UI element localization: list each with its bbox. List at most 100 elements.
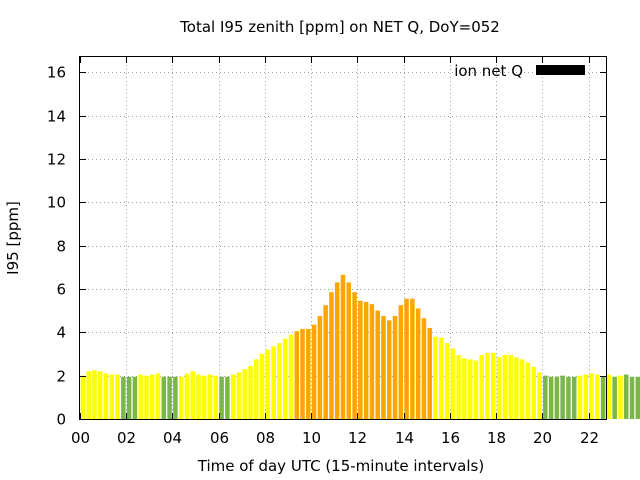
y-tick-label: 10: [47, 194, 66, 212]
bar: [589, 373, 594, 419]
bar: [167, 376, 172, 419]
bar: [346, 282, 352, 419]
bar: [178, 376, 184, 419]
y-tick-label: 14: [47, 108, 66, 126]
bar: [300, 329, 305, 419]
bar: [317, 316, 323, 419]
bar: [381, 316, 386, 419]
bar: [363, 301, 369, 419]
bar: [508, 355, 513, 419]
y-axis-label: I95 [ppm]: [4, 201, 22, 275]
x-tick-label: 12: [348, 429, 367, 447]
legend: ion net Q: [454, 62, 585, 80]
x-tick-label: 02: [117, 429, 136, 447]
bar: [427, 327, 432, 419]
y-tick-label: 2: [56, 368, 66, 386]
bar: [138, 374, 143, 419]
bar: [329, 292, 334, 419]
bar: [485, 352, 490, 419]
bar: [248, 365, 253, 419]
bar: [334, 282, 340, 419]
bar: [531, 366, 536, 419]
plot-frame: [79, 56, 607, 420]
bar: [259, 353, 265, 419]
y-tick-label: 8: [56, 238, 66, 256]
bar: [496, 357, 502, 419]
bar: [404, 298, 409, 419]
bar: [323, 305, 328, 419]
bar: [340, 274, 346, 419]
bar: [450, 348, 456, 419]
legend-label: ion net Q: [454, 62, 523, 80]
bar: [577, 375, 583, 419]
x-tick-label: 04: [163, 429, 182, 447]
bar: [173, 376, 178, 419]
bar: [196, 374, 201, 419]
bar: [583, 374, 589, 419]
x-axis-label: Time of day UTC (15-minute intervals): [197, 457, 484, 475]
bar: [433, 336, 438, 419]
bar: [392, 316, 398, 419]
bar: [352, 292, 357, 419]
x-tick-label: 22: [580, 429, 599, 447]
bar: [92, 370, 97, 419]
bar: [277, 343, 282, 419]
bar: [525, 362, 531, 419]
bar: [103, 373, 109, 419]
bar: [306, 329, 311, 419]
bar: [519, 359, 525, 419]
bar: [444, 343, 450, 419]
bar: [225, 376, 230, 419]
bar: [473, 360, 479, 419]
bar: [600, 376, 606, 419]
x-tick-label: 20: [533, 429, 552, 447]
bar: [358, 300, 363, 419]
bar: [126, 376, 132, 419]
bar: [236, 372, 242, 419]
bar: [629, 376, 635, 419]
y-tick-label: 4: [56, 324, 66, 342]
bar: [288, 334, 294, 419]
bar: [479, 355, 484, 419]
bar: [595, 374, 600, 419]
y-tick-label: 12: [47, 151, 66, 169]
chart-title: Total I95 zenith [ppm] on NET Q, DoY=052: [179, 18, 500, 36]
bar: [86, 371, 91, 419]
bar: [265, 349, 271, 419]
bar: [282, 338, 288, 419]
bar: [161, 376, 167, 419]
bar: [155, 373, 161, 419]
bars-group: [80, 274, 640, 419]
y-tick-label: 16: [47, 64, 66, 82]
bar: [121, 376, 126, 419]
bar: [548, 376, 554, 419]
bar: [386, 320, 392, 419]
bar: [109, 374, 115, 419]
bar: [271, 346, 276, 419]
grid-lines: [80, 57, 606, 419]
bar: [132, 376, 138, 419]
x-tick-label: 18: [487, 429, 506, 447]
bar: [80, 375, 86, 419]
bar: [623, 374, 629, 419]
legend-swatch: [536, 65, 585, 75]
x-tick-label: 08: [256, 429, 275, 447]
bar: [491, 352, 496, 419]
bar: [439, 337, 444, 419]
bar: [467, 359, 473, 419]
y-tick-label: 0: [56, 411, 66, 429]
bar: [375, 310, 380, 419]
bar: [502, 355, 508, 419]
bar: [456, 355, 461, 419]
bar: [294, 331, 300, 419]
bar: [219, 376, 224, 419]
bar: [410, 298, 415, 419]
x-tick-label: 10: [302, 429, 321, 447]
bar: [398, 305, 404, 419]
bar: [462, 358, 467, 419]
bar: [202, 375, 207, 419]
bar: [612, 376, 617, 419]
bar: [97, 371, 103, 419]
